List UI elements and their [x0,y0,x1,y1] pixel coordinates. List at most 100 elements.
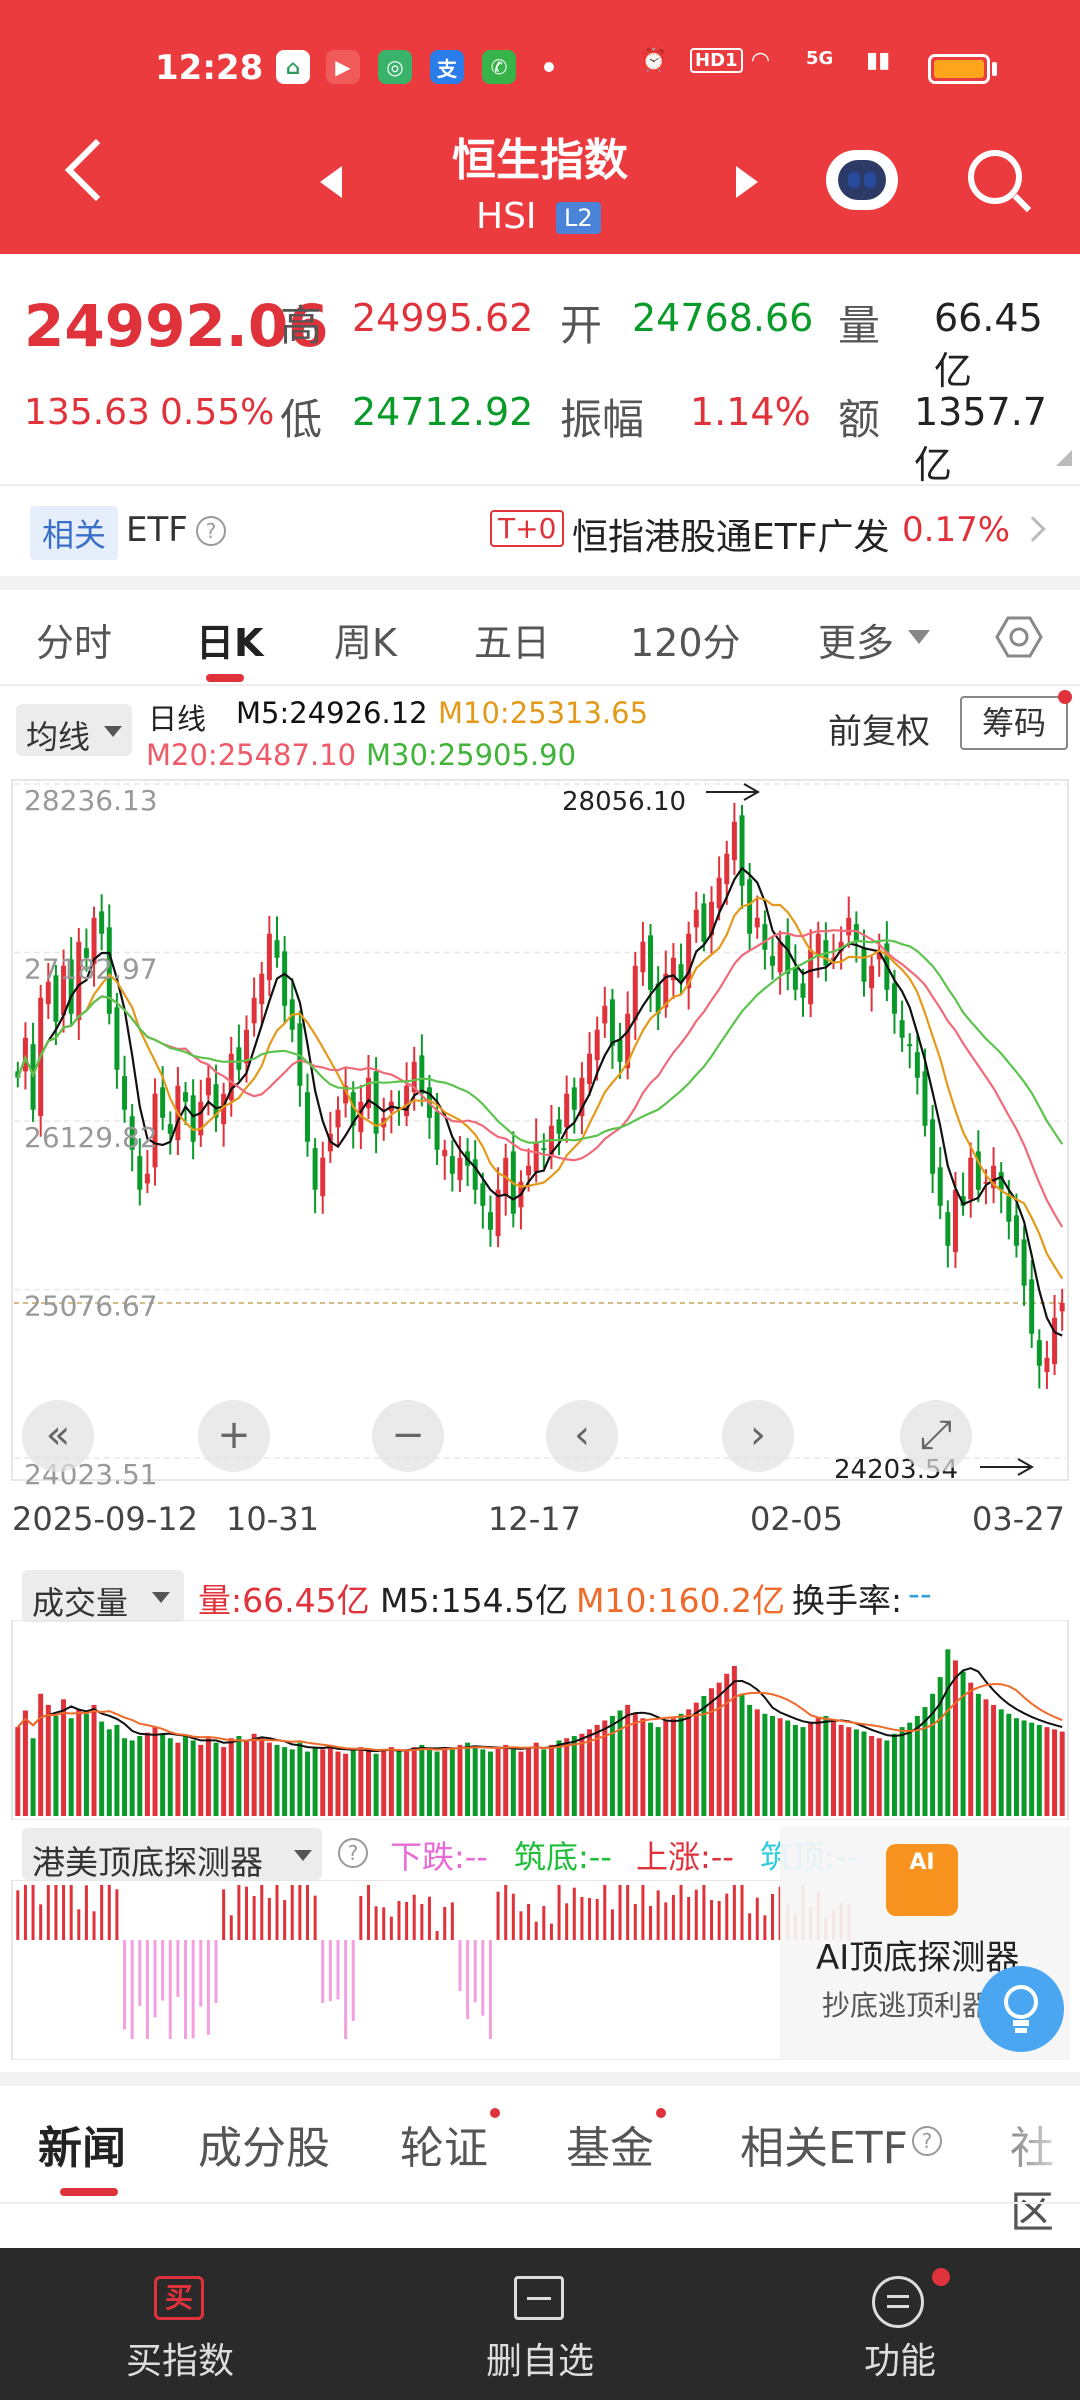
volume-bar [594,1724,600,1816]
candle-body [457,1157,463,1181]
tab-weekly-k[interactable]: 周K [334,621,397,665]
scroll-left-icon[interactable]: ‹ [546,1400,618,1472]
candle-body [183,1092,189,1102]
volume-bar [480,1749,486,1816]
volume-bar [891,1733,897,1816]
detector-bar-up [275,1885,279,1940]
volume-bar [122,1738,128,1816]
candle-body [869,965,875,989]
detector-bar-up [618,1885,622,1940]
etf-name[interactable]: 恒指港股通ETF广发 [572,517,890,558]
candle-body [876,949,882,960]
volume-bar [251,1733,257,1816]
tab-120min[interactable]: 120分 [630,621,741,665]
detector-bar-down [481,1940,485,2016]
volume-select[interactable]: 成交量 [22,1570,184,1622]
lightbulb-icon[interactable] [978,1966,1064,2052]
candle-body [335,1109,341,1128]
ai-detector-icon[interactable]: AI [886,1844,958,1916]
candle-body [731,821,737,861]
volume-bar [289,1749,295,1816]
tab-constituents[interactable]: 成分股 [198,2123,330,2174]
tab-related-etf[interactable]: 相关ETF [740,2123,908,2174]
candle-body [754,917,760,928]
detector-bar-up [252,1896,256,1940]
candlestick-chart[interactable]: 28236.1327182.9726129.8225076.6724023.51… [0,776,1080,1496]
tab-daily-k[interactable]: 日K [196,621,264,665]
candle-body [846,917,852,936]
candle-body [106,927,112,1014]
status-time: 12:28 [155,48,264,88]
detector-bar-up [46,1885,50,1940]
tab-news[interactable]: 新闻 [38,2123,126,2174]
volume-bar [678,1713,684,1816]
volume-bar [640,1718,646,1816]
high-value: 24995.62 [352,296,534,340]
tab-warrants[interactable]: 轮证 [400,2123,488,2174]
detector-bar-up [389,1916,393,1940]
detector-bar-up [405,1902,409,1940]
remove-watchlist-button[interactable]: 删自选 [486,2341,595,2382]
current-price: 24992.06 [24,292,329,360]
back-icon[interactable] [64,138,128,202]
tab-five-day[interactable]: 五日 [474,621,551,665]
chevron-right-icon[interactable] [1020,516,1046,542]
scroll-right-icon[interactable]: › [722,1400,794,1472]
buy-icon[interactable]: 买 [154,2276,204,2320]
chip-button[interactable]: 筹码 [960,696,1068,750]
detector-bar-up [588,1898,592,1940]
fullscreen-icon[interactable]: ⤢ [900,1400,972,1472]
chart-frame [11,779,1069,1481]
zoom-in-icon[interactable]: + [198,1400,270,1472]
detector-bar-up [656,1890,660,1940]
detector-select[interactable]: 港美顶底探测器 [22,1828,322,1882]
price-change-pct: 0.55% [160,392,275,433]
search-icon[interactable] [968,150,1022,204]
robot-assistant-icon[interactable] [826,150,898,210]
wifi-icon: ◠ [752,48,769,73]
volume-bar [937,1677,943,1816]
menu-icon[interactable] [872,2276,924,2328]
candle-body [251,997,257,1024]
detector-bar-up [626,1885,630,1940]
candle-body [228,1053,234,1101]
x-tick-label: 10-31 [226,1500,319,1538]
detector-bar-down [176,1940,180,1997]
zoom-out-icon[interactable]: − [372,1400,444,1472]
help-icon[interactable]: ? [912,2126,942,2156]
tab-intraday[interactable]: 分时 [36,621,113,665]
help-icon[interactable]: ? [196,516,226,546]
detector-bar-up [305,1885,309,1940]
chevron-down-icon[interactable] [908,630,930,644]
candle-body [838,941,844,952]
buy-index-button[interactable]: 买指数 [126,2341,235,2382]
candle-body [1006,1196,1012,1222]
volume-bar [465,1742,471,1816]
next-stock-icon[interactable] [736,166,758,198]
t0-badge: T+0 [490,510,565,547]
detector-bar-up [397,1901,401,1940]
function-button[interactable]: 功能 [864,2341,937,2382]
y-tick-label: 27182.97 [24,953,158,986]
tabs-fade [980,2100,1080,2180]
tab-more[interactable]: 更多 [818,621,895,665]
help-icon[interactable]: ? [338,1838,368,1868]
remove-watchlist-icon[interactable] [514,2276,564,2320]
adjust-select[interactable]: 前复权 [828,712,930,752]
zoom-out-full-icon[interactable]: « [22,1400,94,1472]
turnover-value: -- [908,1574,932,1613]
expand-corner-icon[interactable] [1056,450,1072,466]
ma-select[interactable]: 均线 [16,704,132,756]
candle-body [770,956,776,966]
volume-bar [259,1738,265,1816]
volume-bar [579,1733,585,1816]
candle-body [91,917,97,965]
settings-icon[interactable] [994,612,1044,662]
volume-bar [823,1716,829,1816]
volume-bar [968,1682,974,1816]
volume-bar [564,1738,570,1816]
prev-stock-icon[interactable] [320,166,342,198]
stock-code: HSI [476,196,537,237]
tab-funds[interactable]: 基金 [566,2123,654,2174]
detector-bar-up [54,1885,58,1940]
